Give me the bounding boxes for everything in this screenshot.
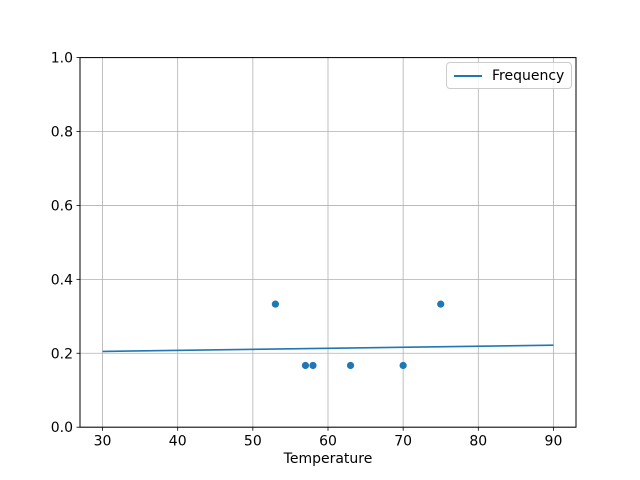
- data-point: [271, 300, 279, 308]
- legend-line-sample: [454, 74, 482, 77]
- x-axis-label: Temperature: [283, 451, 373, 467]
- y-tick-label: 1.0: [51, 51, 73, 67]
- x-tick-label: 30: [94, 434, 112, 450]
- data-point: [437, 300, 445, 308]
- x-tick-label: 70: [394, 434, 412, 450]
- x-tick-label: 90: [545, 434, 563, 450]
- y-tick-label: 0.4: [51, 272, 73, 288]
- x-tick-label: 40: [169, 434, 187, 450]
- y-tick-label: 0.6: [51, 198, 73, 214]
- data-point: [346, 361, 355, 370]
- legend: Frequency: [446, 62, 572, 89]
- x-tick-label: 80: [469, 434, 487, 450]
- data-point: [301, 361, 310, 370]
- y-tick-label: 0.2: [51, 346, 73, 362]
- x-tick-label: 50: [244, 434, 262, 450]
- x-tick-label: 60: [319, 434, 337, 450]
- data-point: [309, 361, 317, 370]
- data-point: [399, 361, 407, 370]
- y-tick-label: 0.0: [51, 420, 73, 436]
- y-tick-label: 0.8: [51, 125, 73, 141]
- frequency-line: [102, 344, 554, 353]
- legend-label: Frequency: [492, 67, 565, 84]
